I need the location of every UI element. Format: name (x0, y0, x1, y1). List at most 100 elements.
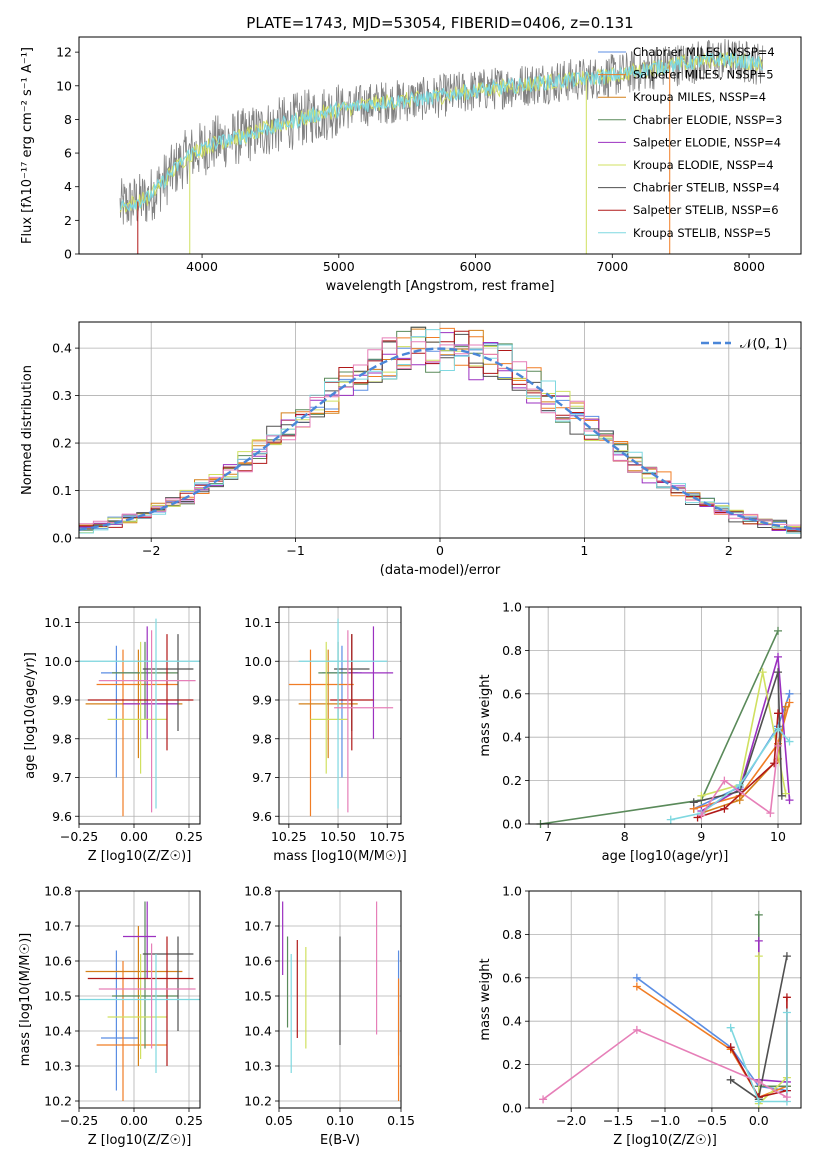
plot-frame (78, 606, 201, 825)
legend: Chabrier MILES, NSSP=4 Salpeter MILES, NS… (598, 45, 782, 240)
weight-marker (782, 1093, 791, 1102)
y-tick-label: 1.0 (502, 600, 522, 615)
y-axis-label: age [log10(age/yr)] (23, 652, 38, 779)
weight-marker (754, 910, 763, 919)
weight-marker (754, 1097, 763, 1106)
plot-frame (528, 606, 802, 825)
weight-marker (632, 982, 641, 991)
x-axis-label: age [log10(age/yr)] (602, 849, 729, 864)
weight-line (697, 713, 779, 819)
weight-marker (697, 791, 706, 800)
model-spectrum-kroupa-elodie (119, 52, 763, 213)
axis-ticks: −0.25 0.00 0.25 9.6 9.7 9.8 9.9 10.0 10.1 (44, 615, 203, 844)
axis-ticks: 0.05 0.10 0.15 10.2 10.3 10.4 10.5 10.6 10.7 10.8 (244, 884, 415, 1129)
x-tick-label: 0.00 (120, 829, 148, 844)
y-tick-label: 10.0 (244, 654, 272, 669)
x-tick-label: 7000 (596, 259, 628, 274)
x-axis-label: Z [log10(Z/Z☉)] (88, 1133, 192, 1148)
y-tick-label: 10.5 (244, 989, 272, 1004)
weight-marker (782, 993, 791, 1002)
y-axis-label: mass weight (478, 958, 493, 1040)
y-tick-label: 9.8 (252, 731, 272, 746)
x-tick-label: 0.15 (387, 1113, 415, 1128)
y-axis-label: mass weight (478, 674, 493, 756)
weight-marker (785, 698, 794, 707)
legend-entry: Kroupa ELODIE, NSSP=4 (633, 158, 774, 172)
weight-marker (720, 804, 729, 813)
weight-marker (782, 1008, 791, 1017)
axis-ticks: −2.0 −1.5 −1.0 −0.5 0.0 0.0 0.2 0.4 0.6 0.8 1.0 (502, 884, 769, 1129)
y-tick-label: 8 (64, 112, 72, 127)
y-tick-label: 9.9 (52, 693, 72, 708)
model-spectrum-kroupa-stelib (120, 51, 763, 212)
panel-residual-histogram: −2 −1 0 1 2 0.0 0.1 0.2 0.3 0.4 (data-model)/error… (20, 321, 802, 578)
weight-marker (632, 973, 641, 982)
x-tick-label: −1 (286, 543, 304, 558)
y-tick-label: 10.1 (44, 615, 72, 630)
y-tick-label: 9.7 (252, 770, 272, 785)
x-tick-label: 10 (770, 829, 786, 844)
panel-mass-vs-ebv: 0.05 0.10 0.15 10.2 10.3 10.4 10.5 10.6 10.7 10.8… (244, 884, 415, 1149)
weight-marker (720, 776, 729, 785)
axis-ticks: −2 −1 0 1 2 0.0 0.1 0.2 0.3 0.4 (52, 341, 733, 558)
plot-frame (528, 890, 802, 1109)
x-axis-label: E(B-V) (320, 1133, 360, 1148)
weight-marker (539, 1095, 548, 1104)
y-tick-label: 10.7 (244, 919, 272, 934)
errorbars (282, 901, 400, 1101)
weight-lines (536, 626, 794, 828)
y-tick-label: 4 (64, 179, 72, 194)
y-tick-label: 10.6 (44, 954, 72, 969)
x-tick-label: 7 (544, 829, 552, 844)
axis-ticks: 10.25 10.50 10.75 9.6 9.7 9.8 9.9 10.0 10.1 (244, 615, 405, 844)
y-tick-label: 9.8 (52, 731, 72, 746)
y-tick-label: 0.2 (52, 436, 72, 451)
weight-marker (770, 759, 779, 768)
axis-ticks: 7 8 9 10 0.0 0.2 0.4 0.6 0.8 1.0 (502, 600, 786, 845)
x-tick-label: 0.00 (120, 1113, 148, 1128)
weight-marker (726, 1023, 735, 1032)
y-tick-label: 10.2 (244, 1094, 272, 1109)
panel-mass-weight-vs-age: 7 8 9 10 0.0 0.2 0.4 0.6 0.8 1.0 age [log10(age/yr… (478, 600, 802, 864)
y-tick-label: 0.0 (502, 817, 522, 832)
weight-line (700, 745, 779, 816)
y-tick-label: 9.9 (252, 693, 272, 708)
y-tick-label: 0.4 (502, 730, 522, 745)
weight-marker (689, 798, 698, 807)
y-tick-label: 0.4 (52, 341, 72, 356)
weight-marker (774, 724, 783, 733)
x-tick-label: 10.25 (271, 829, 307, 844)
weight-marker (774, 668, 783, 677)
weight-line (701, 656, 791, 812)
y-tick-label: 0.8 (502, 643, 522, 658)
plot-frame (78, 36, 802, 255)
y-tick-label: 0.3 (52, 388, 72, 403)
x-axis-label: wavelength [Angstrom, rest frame] (326, 279, 555, 294)
y-tick-label: 10.8 (44, 884, 72, 899)
weight-marker (785, 689, 794, 698)
x-tick-label: 9 (697, 829, 705, 844)
y-tick-label: 9.7 (52, 770, 72, 785)
legend-entry: Salpeter MILES, NSSP=5 (633, 68, 774, 82)
y-tick-label: 2 (64, 213, 72, 228)
y-tick-label: 10.2 (44, 1094, 72, 1109)
histogram-series (79, 337, 801, 533)
x-tick-label: −1.5 (603, 1113, 633, 1128)
y-tick-label: 0.1 (52, 483, 72, 498)
x-tick-label: 0.05 (265, 1113, 293, 1128)
legend-entry: Chabrier STELIB, NSSP=4 (633, 181, 780, 195)
weight-marker (735, 780, 744, 789)
y-tick-label: 10 (56, 78, 72, 93)
weight-marker (781, 702, 790, 711)
weight-line (542, 1028, 788, 1100)
y-axis-label: Normed distribution (20, 365, 35, 495)
weight-marker (774, 709, 783, 718)
histograms (79, 326, 801, 535)
y-tick-label: 10.3 (44, 1059, 72, 1074)
y-tick-label: 0.4 (502, 1014, 522, 1029)
y-tick-label: 10.6 (244, 954, 272, 969)
x-tick-label: 8000 (733, 259, 765, 274)
y-tick-label: 10.8 (244, 884, 272, 899)
errorbars (79, 618, 200, 817)
